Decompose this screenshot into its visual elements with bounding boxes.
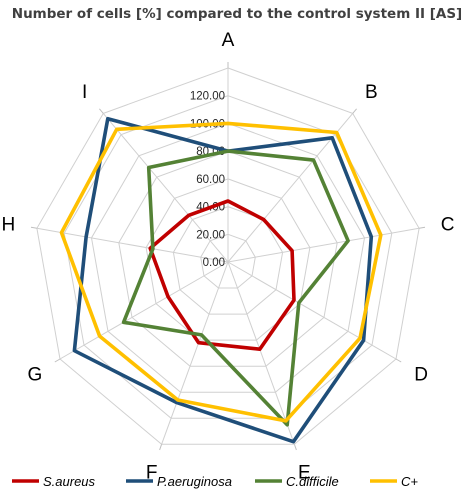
grid-ring — [36, 67, 420, 445]
spoke-line — [227, 227, 420, 263]
spoke-line — [227, 261, 295, 445]
legend: S.aureus P.aeruginosa C.difficile C+ — [12, 474, 418, 489]
tick-label: 20.00 — [196, 229, 225, 241]
tick-label: 0.00 — [203, 257, 225, 269]
tick-label: 60.00 — [196, 174, 225, 186]
spoke-line — [59, 261, 229, 360]
series-line — [72, 116, 374, 444]
category-label: A — [222, 30, 235, 51]
spoke-tick — [99, 108, 104, 114]
spoke-tick — [30, 226, 37, 229]
grid-ring — [145, 178, 311, 341]
spoke-line — [227, 261, 397, 360]
spoke-tick — [159, 444, 163, 451]
series-line — [148, 199, 296, 352]
category-label: E — [298, 463, 311, 484]
spoke-line — [36, 227, 229, 263]
category-label: B — [365, 82, 378, 103]
grid-ring — [172, 206, 284, 315]
spoke-tick — [293, 444, 297, 451]
spoke-tick — [54, 358, 61, 363]
category-label: C — [441, 214, 455, 235]
grid-ring — [118, 150, 338, 367]
spoke-tick — [419, 226, 426, 229]
legend-label: S.aureus — [43, 474, 96, 489]
grid-ring — [200, 233, 256, 289]
category-label: I — [82, 82, 87, 103]
spoke-line — [161, 261, 229, 445]
category-label: H — [2, 214, 16, 235]
radar-grid — [30, 62, 426, 451]
series-layer — [59, 116, 383, 444]
category-label: G — [28, 365, 43, 386]
spoke-tick — [395, 358, 402, 363]
chart-title: Number of cells [%] compared to the cont… — [11, 6, 463, 22]
spoke-line — [102, 113, 229, 263]
grid-ring — [90, 122, 366, 393]
tick-label: 120.00 — [190, 91, 225, 103]
series-line — [121, 149, 350, 427]
spoke-tick — [352, 108, 357, 114]
category-label: D — [414, 365, 428, 386]
spoke-line — [227, 113, 354, 263]
category-labels: A B C D E F G H I — [2, 30, 455, 484]
series-line — [59, 121, 383, 423]
category-label: F — [146, 463, 158, 484]
legend-label: C.difficile — [286, 474, 339, 489]
legend-label: C+ — [401, 474, 418, 489]
legend-label: P.aeruginosa — [157, 474, 232, 489]
